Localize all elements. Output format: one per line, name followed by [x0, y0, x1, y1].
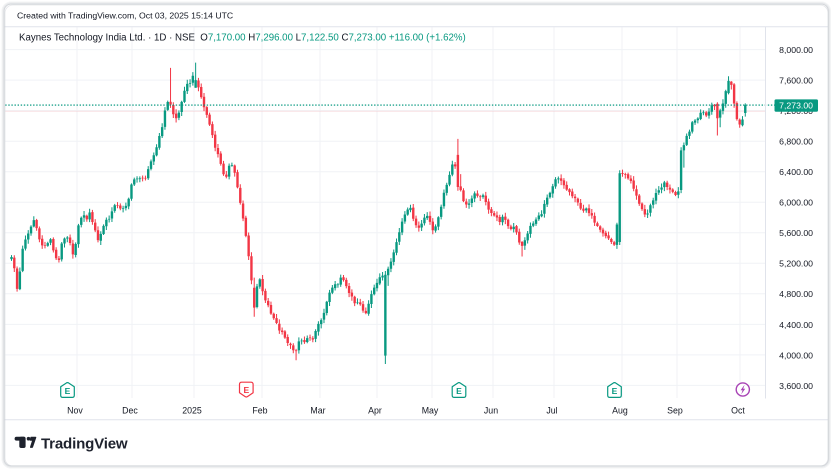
svg-text:3,600.00: 3,600.00: [779, 381, 813, 391]
svg-text:E: E: [456, 386, 462, 396]
svg-text:May: May: [422, 405, 439, 415]
svg-text:Nov: Nov: [67, 405, 83, 415]
svg-text:Feb: Feb: [252, 405, 267, 415]
svg-text:TradingView: TradingView: [41, 436, 128, 453]
svg-text:Oct: Oct: [731, 405, 745, 415]
svg-text:Kaynes Technology India Ltd. ·: Kaynes Technology India Ltd. · 1D · NSE …: [19, 32, 466, 43]
svg-text:5,600.00: 5,600.00: [779, 228, 813, 238]
svg-text:6,400.00: 6,400.00: [779, 167, 813, 177]
svg-text:E: E: [65, 386, 71, 396]
svg-text:5,200.00: 5,200.00: [779, 259, 813, 269]
svg-text:Jun: Jun: [484, 405, 498, 415]
svg-text:2025: 2025: [182, 405, 202, 415]
svg-text:Jul: Jul: [546, 405, 557, 415]
svg-text:4,400.00: 4,400.00: [779, 320, 813, 330]
svg-text:6,800.00: 6,800.00: [779, 137, 813, 147]
svg-text:E: E: [243, 385, 249, 395]
svg-text:Dec: Dec: [122, 405, 138, 415]
svg-text:8,000.00: 8,000.00: [779, 45, 813, 55]
svg-text:Sep: Sep: [667, 405, 683, 415]
svg-text:7,600.00: 7,600.00: [779, 76, 813, 86]
svg-text:4,800.00: 4,800.00: [779, 289, 813, 299]
svg-text:Apr: Apr: [368, 405, 382, 415]
svg-text:Created with TradingView.com,: Created with TradingView.com, Oct 03, 20…: [17, 11, 233, 21]
svg-text:Aug: Aug: [612, 405, 628, 415]
svg-text:4,000.00: 4,000.00: [779, 350, 813, 360]
svg-text:E: E: [612, 386, 618, 396]
svg-text:6,000.00: 6,000.00: [779, 198, 813, 208]
svg-text:Mar: Mar: [310, 405, 325, 415]
svg-text:7,273.00: 7,273.00: [779, 101, 813, 111]
